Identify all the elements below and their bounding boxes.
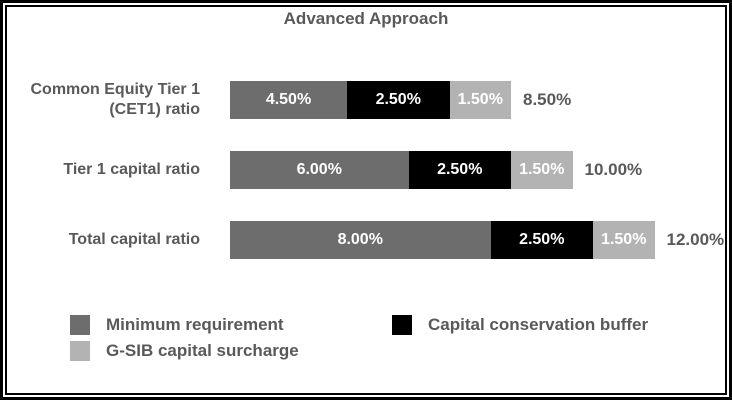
bar-value-label: 2.50% <box>437 161 483 178</box>
bar-value-label: 2.50% <box>519 231 565 248</box>
bar-value-label: 1.50% <box>457 91 503 108</box>
legend-column: Capital conservation buffer <box>392 315 648 341</box>
bar-value-label: 1.50% <box>601 231 647 248</box>
category-label: Tier 1 capital ratio <box>63 161 200 178</box>
legend: Minimum requirement G-SIB capital surchar… <box>0 315 732 375</box>
bar-value-label: 8.00% <box>337 231 383 248</box>
category-label: Total capital ratio <box>68 231 200 248</box>
legend-item: G-SIB capital surcharge <box>70 341 299 361</box>
bar-segment-capital-conservation-buffer: 2.50% <box>490 221 593 259</box>
bar-value-label: 1.50% <box>519 161 565 178</box>
legend-swatch-icon <box>70 315 90 335</box>
legend-item: Capital conservation buffer <box>392 315 648 335</box>
bar-segment-minimum-requirement: 6.00% <box>230 151 409 189</box>
bar-row: Tier 1 capital ratio 6.00% 2.50% 1.50% 10.00… <box>0 151 732 189</box>
total-label: 10.00% <box>584 160 643 179</box>
bar-value-label: 4.50% <box>265 91 312 108</box>
bar-segment-g-sib-capital-surcharge: 1.50% <box>511 151 573 189</box>
total-label: 12.00% <box>666 230 725 249</box>
bar-row: Total capital ratio 8.00% 2.50% 1.50% 12.00% <box>0 221 732 259</box>
legend-swatch-icon <box>392 315 412 335</box>
legend-swatch-icon <box>70 341 90 361</box>
bar-value-label: 6.00% <box>296 161 342 178</box>
chart-title: Advanced Approach <box>283 9 449 28</box>
bar-value-label: 2.50% <box>375 91 421 108</box>
legend-column: Minimum requirement G-SIB capital surchar… <box>70 315 299 367</box>
bar-segment-capital-conservation-buffer: 2.50% <box>347 81 450 119</box>
legend-label: Capital conservation buffer <box>428 315 649 334</box>
legend-label: Minimum requirement <box>106 315 284 334</box>
bar-segment-capital-conservation-buffer: 2.50% <box>408 151 511 189</box>
total-label: 8.50% <box>523 90 572 109</box>
legend-item: Minimum requirement <box>70 315 299 335</box>
bar-segment-g-sib-capital-surcharge: 1.50% <box>593 221 655 259</box>
bar-segment-minimum-requirement: 8.00% <box>230 221 491 259</box>
legend-label: G-SIB capital surcharge <box>106 341 299 360</box>
bar-segment-g-sib-capital-surcharge: 1.50% <box>449 81 511 119</box>
bar-segment-minimum-requirement: 4.50% <box>230 81 347 119</box>
category-label: Common Equity Tier 1 (CET1) ratio <box>30 81 200 118</box>
bar-row: Common Equity Tier 1 (CET1) ratio 4.50% 2.… <box>0 81 732 119</box>
